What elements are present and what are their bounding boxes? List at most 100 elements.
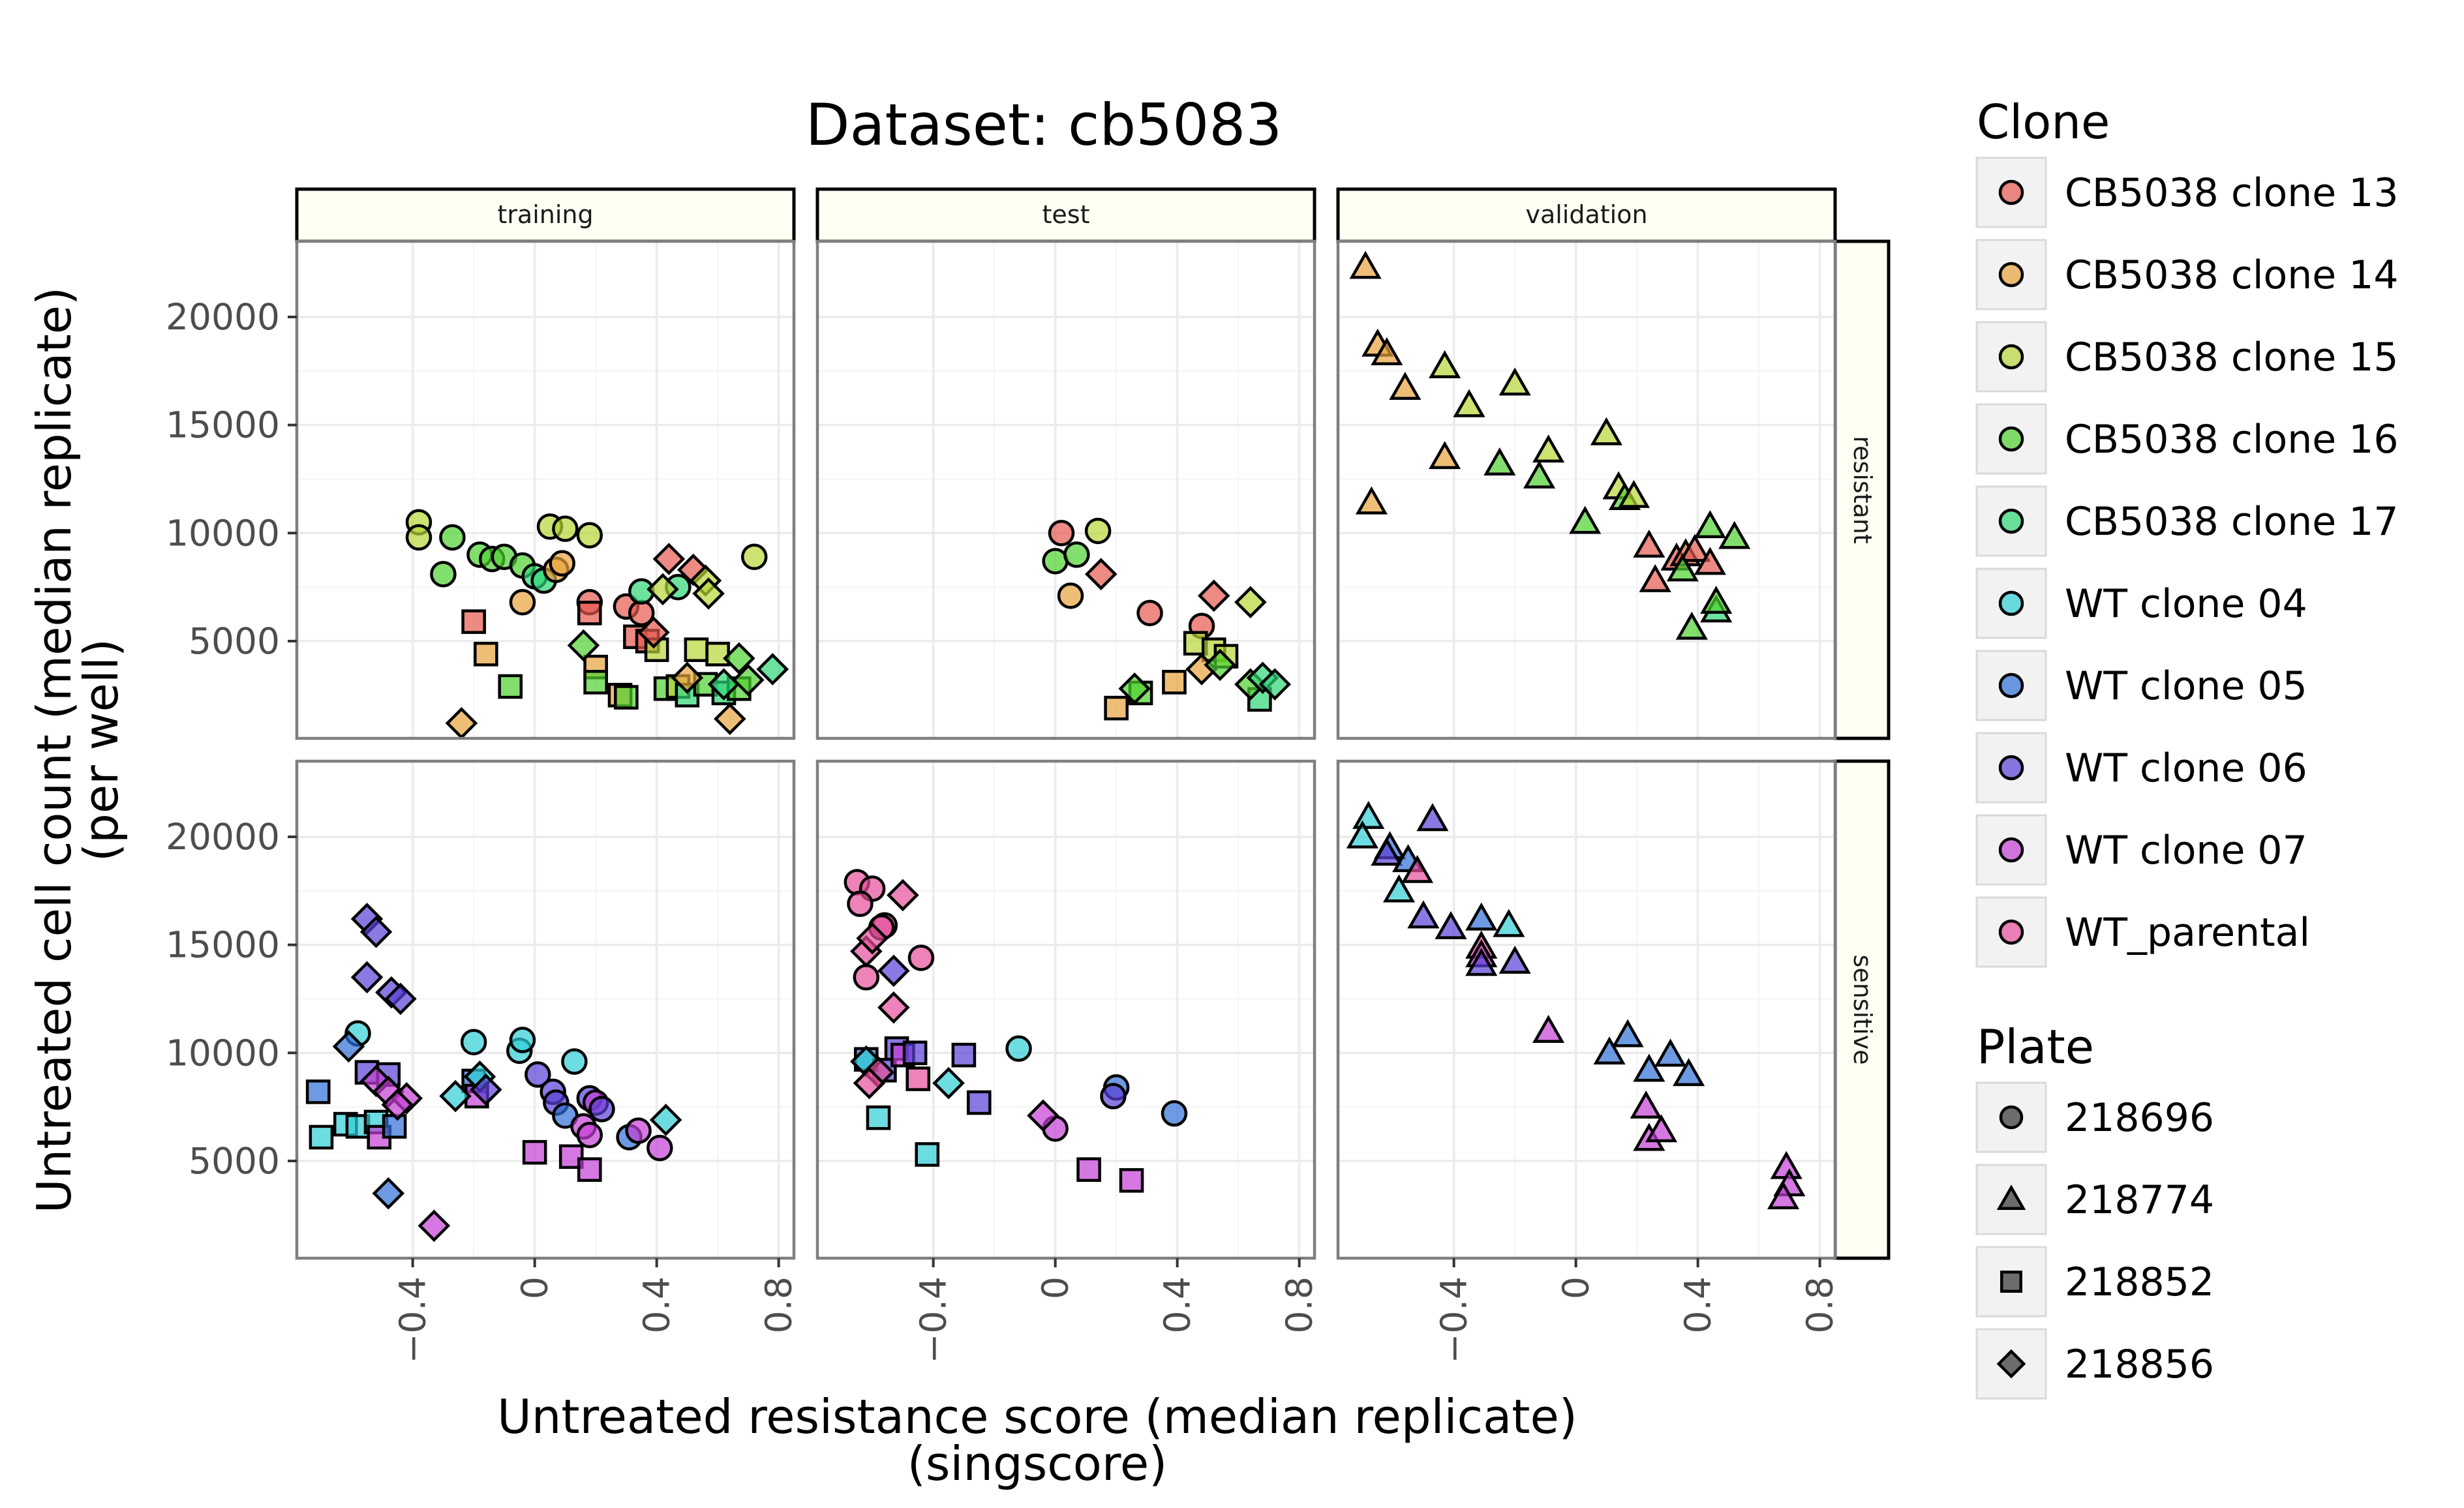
data-point (1465, 948, 1498, 976)
x-tick-label: −0.4 (1433, 1276, 1475, 1364)
data-point (1162, 670, 1187, 695)
data-point (1416, 803, 1449, 832)
legend-entry-218774: 218774 (1975, 1164, 2214, 1235)
data-point (1498, 945, 1531, 974)
axes: 5000 10000 15000 20000 5000 10000 15000 20000 −0… (166, 296, 1841, 1364)
data-point (866, 1105, 891, 1130)
data-point (1498, 367, 1531, 396)
data-point (692, 577, 725, 610)
data-point (756, 653, 789, 686)
legend-entry-218856: 218856 (1975, 1328, 2214, 1400)
legend-entry-cb5038-clone-16: CB5038 clone 16 (1975, 403, 2399, 475)
x-tick-label: −0.4 (913, 1276, 954, 1364)
data-points (1042, 517, 1292, 721)
data-point (509, 589, 536, 616)
data-point (1453, 389, 1485, 417)
legend-swatch (1998, 344, 2024, 370)
data-point (1429, 350, 1461, 378)
legend-swatch (1998, 179, 2024, 205)
data-point (549, 550, 575, 577)
data-point (577, 1157, 602, 1182)
legend-label: CB5038 clone 15 (2065, 335, 2399, 380)
facet-strip-label: test (1042, 200, 1090, 229)
data-point (877, 991, 910, 1024)
legend-entry-wt-parental: WT_parental (1975, 896, 2310, 968)
x-tick-label: 0 (1035, 1276, 1076, 1299)
data-point (1465, 902, 1498, 931)
data-point (1673, 1058, 1705, 1087)
data-point (1136, 599, 1163, 627)
data-point (1063, 541, 1090, 568)
legend-swatch (1998, 755, 2024, 781)
data-point (966, 1090, 992, 1115)
legend-label: WT_parental (2065, 910, 2310, 956)
data-point (1532, 434, 1565, 463)
y-tick-label: 10000 (166, 512, 280, 554)
data-point (1234, 586, 1267, 619)
panel-background (297, 761, 794, 1258)
panel-border (295, 759, 796, 1260)
legend-label: WT clone 07 (2065, 828, 2307, 873)
data-point (932, 1066, 965, 1100)
data-point (474, 641, 498, 667)
data-points (1346, 800, 1806, 1210)
y-tick-label: 20000 (166, 296, 280, 338)
data-point (1590, 417, 1622, 445)
data-point (646, 1134, 673, 1162)
data-point (1694, 547, 1726, 575)
data-point (577, 601, 602, 626)
x-tick-label: 0.8 (1799, 1276, 1841, 1333)
data-point (1633, 529, 1665, 558)
legend-label: CB5038 clone 14 (2065, 252, 2399, 298)
data-point (625, 1117, 652, 1144)
legend-entry-cb5038-clone-13: CB5038 clone 13 (1975, 157, 2399, 228)
legend-label: 218856 (2065, 1342, 2214, 1387)
data-point (1084, 517, 1112, 545)
data-point (498, 674, 523, 699)
data-point (583, 670, 608, 695)
data-point (561, 1048, 588, 1075)
data-point (405, 524, 433, 551)
data-point (1617, 479, 1650, 508)
data-point (637, 616, 670, 649)
data-point (907, 944, 935, 971)
data-point (1675, 611, 1708, 640)
legend-label: WT clone 05 (2065, 663, 2307, 709)
chart-title: Dataset: cb5083 (806, 91, 1282, 158)
data-point (1611, 1019, 1644, 1048)
legend-title: Plate (1977, 1019, 2094, 1074)
data-point (305, 1079, 331, 1104)
legend-label: 218774 (2065, 1177, 2214, 1223)
legend-shape (2000, 1271, 2022, 1293)
data-point (1429, 441, 1461, 470)
y-tick-label: 5000 (189, 1140, 280, 1182)
legend-title: Clone (1977, 95, 2110, 149)
panel-test-sensitive (815, 759, 1316, 1260)
panel-border (815, 759, 1316, 1260)
facet-strip-label: sensitive (1848, 955, 1877, 1065)
data-point (439, 524, 466, 551)
data-point (470, 1073, 502, 1106)
legends: Clone CB5038 clone 13 CB5038 clone 14 CB503… (1975, 95, 2399, 1400)
legend-label: WT clone 06 (2065, 746, 2307, 791)
data-point (418, 1209, 451, 1243)
y-tick-label: 20000 (166, 816, 280, 858)
legend-entry-cb5038-clone-15: CB5038 clone 15 (1975, 321, 2399, 393)
data-point (1435, 911, 1467, 939)
data-points (305, 903, 682, 1243)
data-point (1654, 1038, 1687, 1067)
data-point (1679, 534, 1711, 562)
x-tick-label: 0.4 (1157, 1276, 1198, 1333)
facet-strip-test: test (815, 187, 1316, 243)
panel-validation-sensitive (1336, 759, 1837, 1260)
x-tick-label: 0.4 (1677, 1276, 1719, 1333)
legend-entry-cb5038-clone-14: CB5038 clone 14 (1975, 239, 2399, 310)
data-point (1042, 548, 1069, 575)
x-tick-label: 0.8 (1279, 1276, 1320, 1333)
data-point (1371, 837, 1403, 866)
data-point (1569, 505, 1602, 534)
facet-strip-label: validation (1525, 200, 1647, 229)
legend-entry-wt-clone-06: WT clone 06 (1975, 732, 2307, 804)
data-point (1718, 520, 1751, 549)
data-point (671, 661, 704, 695)
